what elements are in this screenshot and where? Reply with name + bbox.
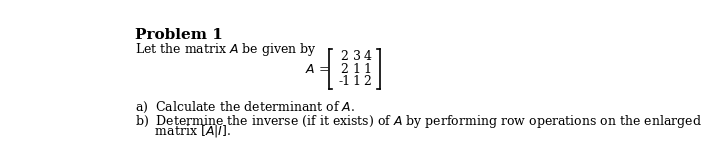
Text: a)  Calculate the determinant of $A$.: a) Calculate the determinant of $A$. (135, 100, 355, 115)
Text: 2: 2 (364, 75, 372, 88)
Text: matrix $[A|I]$.: matrix $[A|I]$. (135, 123, 231, 139)
Text: 1: 1 (353, 75, 361, 88)
Text: 4: 4 (364, 50, 372, 63)
Text: Let the matrix $A$ be given by: Let the matrix $A$ be given by (135, 41, 317, 58)
Text: $A$ =: $A$ = (305, 63, 330, 76)
Text: 2: 2 (341, 50, 348, 63)
Text: -1: -1 (338, 75, 350, 88)
Text: 1: 1 (364, 63, 372, 76)
Text: 1: 1 (353, 63, 361, 76)
Text: 3: 3 (353, 50, 361, 63)
Text: 2: 2 (341, 63, 348, 76)
Text: b)  Determine the inverse (if it exists) of $A$ by performing row operations on : b) Determine the inverse (if it exists) … (135, 113, 702, 130)
Text: Problem 1: Problem 1 (135, 28, 222, 42)
